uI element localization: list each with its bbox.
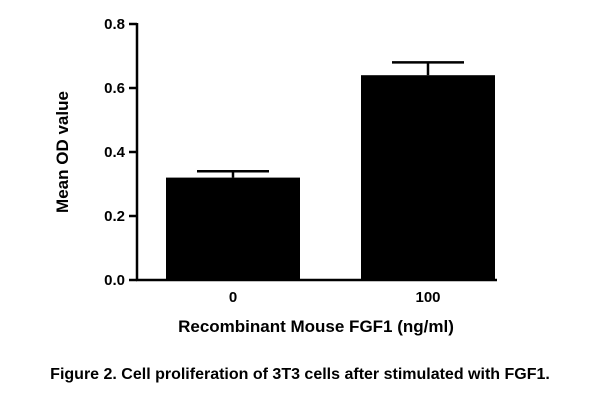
y-axis-label: Mean OD value	[53, 91, 72, 213]
bar-0	[166, 177, 300, 280]
y-axis-ticks: 0.0 0.2 0.4 0.6 0.8	[104, 16, 137, 289]
y-tick-label: 0.8	[104, 16, 125, 33]
x-axis-label: Recombinant Mouse FGF1 (ng/ml)	[178, 317, 454, 336]
y-tick-label: 0.6	[104, 80, 125, 97]
y-tick-label: 0.2	[104, 208, 125, 225]
error-bars	[197, 61, 464, 178]
x-axis-ticks: 0 100	[229, 289, 441, 306]
bar-chart: 0.0 0.2 0.4 0.6 0.8 0 100 Mean OD value Recom…	[53, 16, 497, 336]
x-tick-label: 100	[415, 289, 440, 306]
y-tick-label: 0.0	[104, 272, 125, 289]
bar-100	[361, 75, 495, 280]
bars	[166, 75, 495, 280]
y-tick-label: 0.4	[104, 144, 126, 161]
figure-caption: Figure 2. Cell proliferation of 3T3 cell…	[50, 366, 550, 383]
x-tick-label: 0	[229, 289, 237, 306]
